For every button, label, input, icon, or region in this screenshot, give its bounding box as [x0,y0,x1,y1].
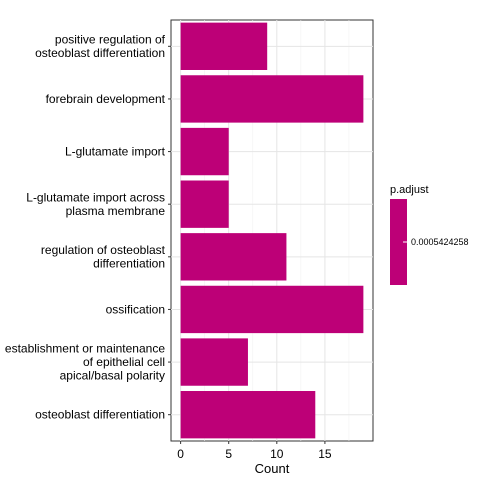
bar [180,338,248,386]
x-axis-ticks: 0 5 10 15 [177,441,332,461]
x-tick-label: 15 [318,447,332,461]
y-tick-label: establishment or maintenance of epithelia… [5,342,165,383]
bar [180,22,268,70]
bars [180,22,364,439]
bar [180,75,364,123]
bar [180,233,287,281]
y-tick-label: positive regulation of osteoblast differe… [35,33,166,61]
y-tick-label: forebrain development [46,92,166,106]
legend-title: p.adjust [390,184,429,196]
x-axis-title: Count [255,461,290,476]
bar [180,180,229,228]
y-tick-label: osteoblast differentiation [35,408,165,422]
y-tick-label: L-glutamate import [65,145,166,159]
y-axis-labels: positive regulation of osteoblast differe… [5,33,171,422]
x-tick-label: 5 [225,447,232,461]
legend-color-bar [390,199,407,285]
x-tick-label: 10 [270,447,284,461]
bar [180,127,229,176]
bar [180,285,364,334]
legend-label: 0.0005424258 [411,237,469,247]
bar [180,391,316,439]
x-tick-label: 0 [177,447,184,461]
y-tick-label: ossification [106,302,165,316]
y-tick-label: L-glutamate import across plasma membrane [26,190,165,218]
legend: p.adjust 0.0005424258 [390,184,469,285]
y-tick-label: regulation of osteoblast differentiation [41,243,166,271]
